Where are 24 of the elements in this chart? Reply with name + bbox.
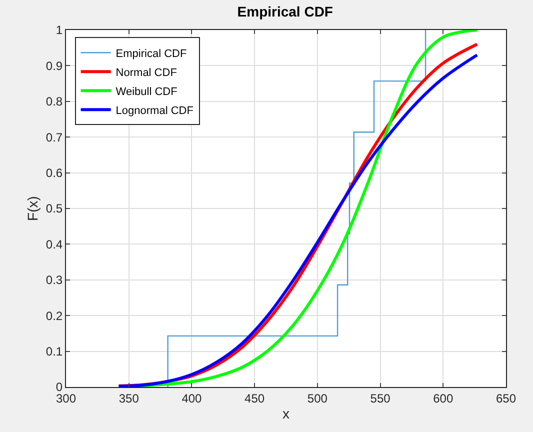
y-tick-label: 0.2	[46, 308, 63, 323]
x-tick-label: 400	[182, 391, 202, 406]
y-tick-label: 0.1	[46, 344, 63, 358]
y-axis-title: F(x)	[24, 196, 41, 221]
legend-label: Weibull CDF	[116, 86, 178, 98]
y-tick-label: 0.4	[46, 237, 63, 252]
chart-title: Empirical CDF	[237, 3, 334, 20]
x-tick-label: 350	[118, 391, 140, 406]
y-tick-label: 0.9	[46, 58, 63, 73]
y-tick-label: 0.8	[46, 94, 63, 109]
y-tick-label: 0.6	[46, 166, 63, 180]
y-tick-label: 0.3	[46, 273, 63, 288]
x-axis-title: x	[282, 406, 290, 422]
y-tick-label: 1	[56, 23, 63, 38]
x-tick-label: 600	[433, 391, 454, 406]
legend-label: Lognormal CDF	[116, 104, 194, 117]
x-tick-label: 500	[307, 391, 328, 406]
x-tick-label: 650	[496, 391, 516, 406]
x-tick-label: 450	[244, 391, 265, 406]
legend-label: Normal CDF	[116, 66, 178, 79]
x-tick-label: 550	[370, 391, 391, 406]
y-tick-label: 0.7	[46, 130, 63, 144]
y-tick-label: 0.5	[46, 202, 63, 216]
legend-label: Empirical CDF	[116, 48, 187, 60]
